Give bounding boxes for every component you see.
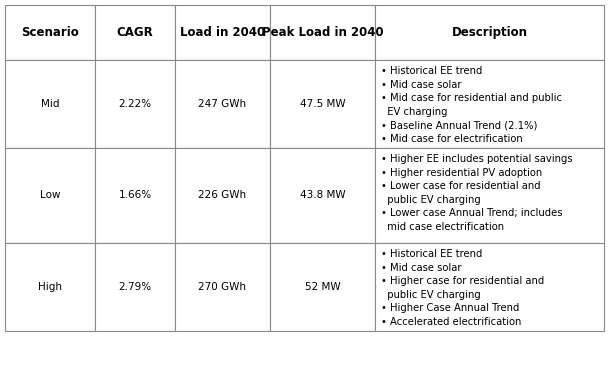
Bar bbox=[270, 5, 375, 60]
Bar bbox=[375, 243, 604, 331]
Bar bbox=[95, 148, 175, 243]
Bar bbox=[375, 60, 604, 148]
Bar bbox=[175, 243, 270, 331]
Bar bbox=[375, 5, 604, 60]
Bar bbox=[5, 243, 95, 331]
Text: 47.5 MW: 47.5 MW bbox=[300, 99, 345, 109]
Bar bbox=[5, 60, 95, 148]
Bar bbox=[5, 5, 95, 60]
Bar bbox=[175, 5, 270, 60]
Text: 43.8 MW: 43.8 MW bbox=[300, 190, 345, 201]
Text: 2.22%: 2.22% bbox=[118, 99, 152, 109]
Text: • Historical EE trend
• Mid case solar
• Mid case for residential and public
  E: • Historical EE trend • Mid case solar •… bbox=[381, 66, 562, 144]
Text: • Higher EE includes potential savings
• Higher residential PV adoption
• Lower : • Higher EE includes potential savings •… bbox=[381, 154, 572, 232]
Bar bbox=[175, 60, 270, 148]
Bar bbox=[270, 60, 375, 148]
Bar bbox=[375, 148, 604, 243]
Text: Peak Load in 2040: Peak Load in 2040 bbox=[262, 26, 383, 39]
Text: • Historical EE trend
• Mid case solar
• Higher case for residential and
  publi: • Historical EE trend • Mid case solar •… bbox=[381, 249, 544, 327]
Text: Scenario: Scenario bbox=[21, 26, 79, 39]
Text: 1.66%: 1.66% bbox=[118, 190, 152, 201]
Text: Low: Low bbox=[40, 190, 60, 201]
Bar bbox=[175, 148, 270, 243]
Text: 52 MW: 52 MW bbox=[304, 282, 340, 292]
Text: High: High bbox=[38, 282, 62, 292]
Text: CAGR: CAGR bbox=[117, 26, 153, 39]
Text: Mid: Mid bbox=[41, 99, 59, 109]
Text: 226 GWh: 226 GWh bbox=[199, 190, 247, 201]
Bar bbox=[270, 243, 375, 331]
Text: 247 GWh: 247 GWh bbox=[199, 99, 247, 109]
Bar bbox=[5, 148, 95, 243]
Text: Load in 2040: Load in 2040 bbox=[180, 26, 265, 39]
Text: 270 GWh: 270 GWh bbox=[199, 282, 247, 292]
Text: 2.79%: 2.79% bbox=[118, 282, 152, 292]
Bar bbox=[95, 5, 175, 60]
Text: Description: Description bbox=[451, 26, 527, 39]
Bar bbox=[270, 148, 375, 243]
Bar bbox=[95, 243, 175, 331]
Bar bbox=[95, 60, 175, 148]
